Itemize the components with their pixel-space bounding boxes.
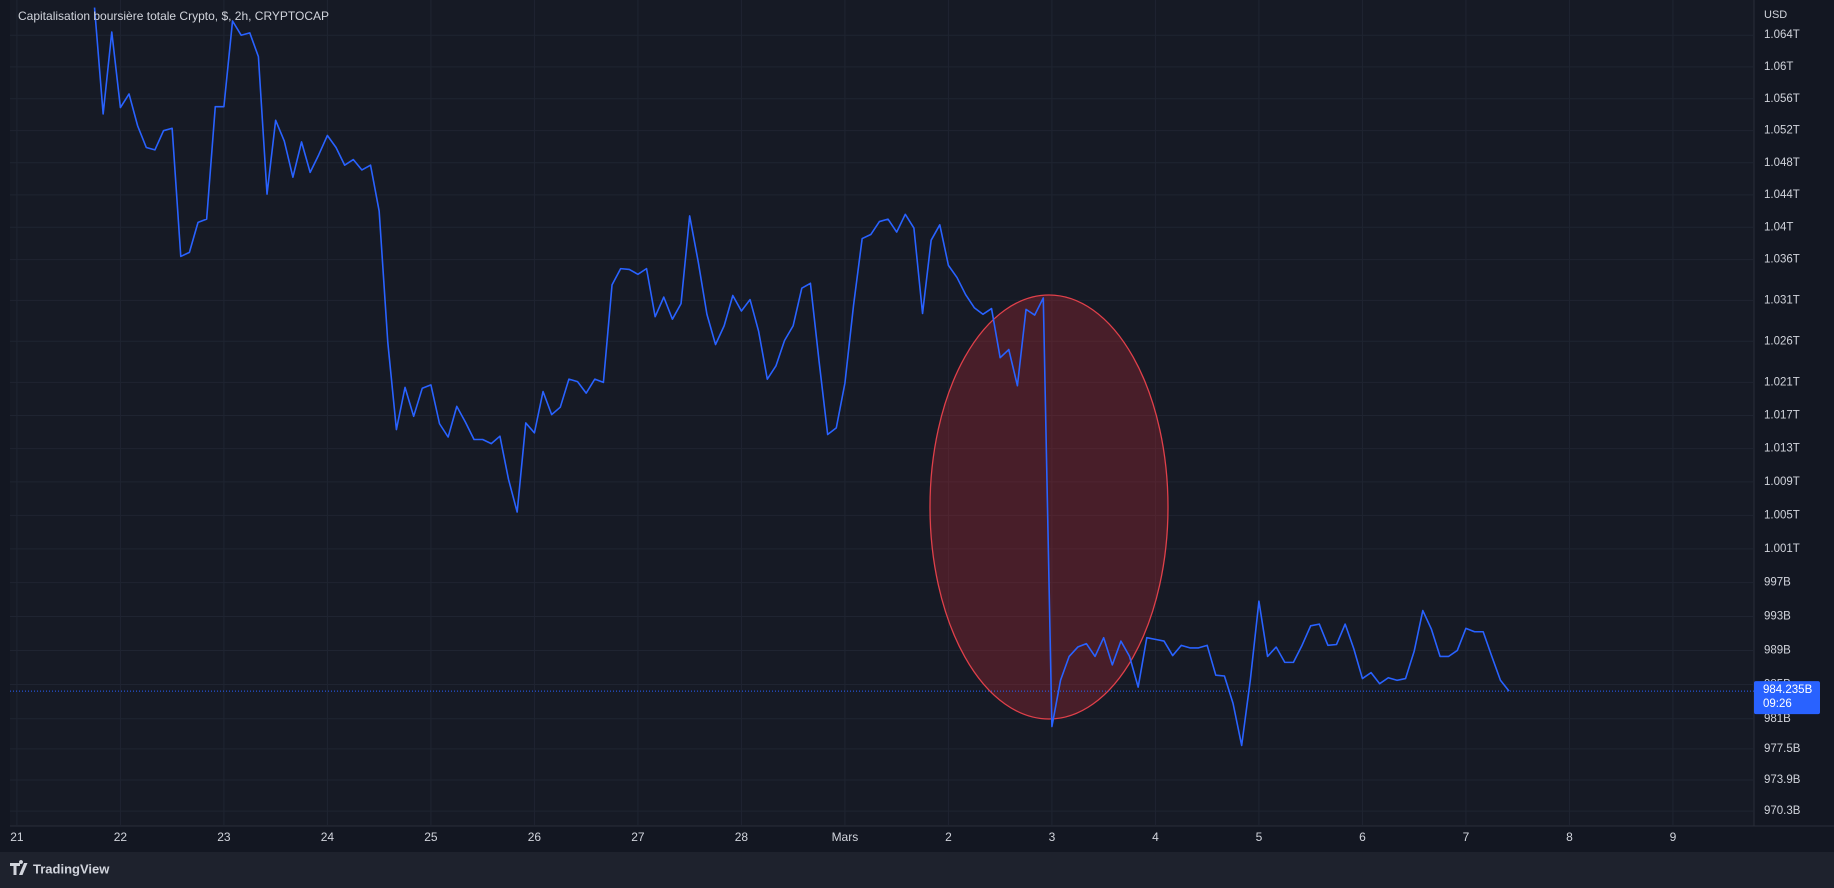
y-tick-label: 1.031T	[1764, 294, 1800, 306]
x-tick-label: 24	[321, 830, 335, 844]
price-line	[93, 7, 1510, 747]
last-price-box	[1754, 681, 1820, 715]
y-tick-label: 977.5B	[1764, 743, 1801, 755]
y-tick-label: 1.009T	[1764, 476, 1800, 488]
x-tick-label: 28	[735, 830, 749, 844]
highlight-ellipse	[929, 294, 1169, 720]
x-tick-label: 26	[528, 830, 542, 844]
y-tick-label: 1.017T	[1764, 409, 1800, 421]
chart-title: Capitalisation boursière totale Crypto, …	[18, 9, 329, 23]
x-tick-label: 23	[217, 830, 231, 844]
y-tick-label: 997B	[1764, 577, 1791, 589]
x-tick-label: Mars	[832, 830, 859, 844]
plot	[10, 7, 1754, 747]
y-tick-label: 1.013T	[1764, 443, 1800, 455]
countdown-label: 09:26	[1763, 698, 1792, 710]
x-tick-label: 22	[114, 830, 128, 844]
y-tick-label: 1.021T	[1764, 376, 1800, 388]
x-tick-label: 5	[1256, 830, 1263, 844]
x-tick-label: 21	[10, 830, 24, 844]
logo-icon	[10, 860, 28, 875]
y-tick-label: 1.026T	[1764, 335, 1800, 347]
x-tick-label: 25	[424, 830, 438, 844]
x-tick-label: 27	[631, 830, 645, 844]
y-tick-label: 993B	[1764, 611, 1791, 623]
y-tick-label: 1.001T	[1764, 543, 1800, 555]
grid	[10, 0, 1754, 826]
x-tick-label: 6	[1359, 830, 1366, 844]
y-tick-label: 1.04T	[1764, 221, 1793, 233]
x-tick-label: 2	[945, 830, 952, 844]
brand-name[interactable]: TradingView	[33, 861, 110, 876]
y-tick-label: 1.044T	[1764, 189, 1800, 201]
y-tick-label: 1.005T	[1764, 509, 1800, 521]
x-tick-label: 7	[1463, 830, 1470, 844]
y-tick-label: 1.052T	[1764, 125, 1800, 137]
last-price-label: 984.235B	[1763, 684, 1813, 696]
axis-unit: USD	[1764, 9, 1787, 21]
y-tick-label: 1.048T	[1764, 157, 1800, 169]
x-tick-label: 4	[1152, 830, 1159, 844]
footer	[0, 852, 1834, 888]
x-tick-label: 8	[1566, 830, 1573, 844]
y-tick-label: 1.06T	[1764, 61, 1793, 73]
y-tick-label: 1.056T	[1764, 93, 1800, 105]
x-tick-label: 9	[1670, 830, 1677, 844]
x-tick-label: 3	[1049, 830, 1056, 844]
y-tick-label: 970.3B	[1764, 805, 1801, 817]
plot-pane	[10, 0, 1754, 826]
y-tick-label: 1.064T	[1764, 29, 1800, 41]
y-tick-label: 981B	[1764, 713, 1791, 725]
y-tick-label: 973.9B	[1764, 774, 1801, 786]
y-tick-label: 1.036T	[1764, 254, 1800, 266]
y-tick-label: 989B	[1764, 644, 1791, 656]
brand-logo	[10, 860, 28, 875]
